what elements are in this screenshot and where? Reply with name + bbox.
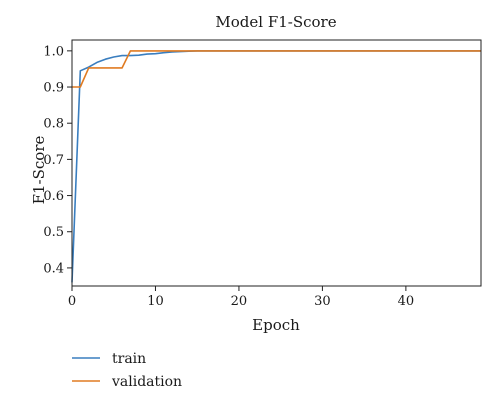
y-tick-label: 0.5: [43, 225, 64, 240]
plot-area: 0 10 20 30 40 0.4 0.5 0.6 0.7 0.8 0.9 1.0: [43, 39, 482, 309]
series-line-train: [71, 50, 481, 283]
x-tick-label: 0: [68, 294, 76, 309]
legend: train validation: [72, 351, 182, 390]
legend-label-validation: validation: [111, 374, 182, 390]
chart-title: Model F1-Score: [215, 13, 336, 31]
y-tick-label: 0.8: [43, 117, 64, 132]
legend-label-train: train: [112, 351, 146, 367]
series-line-validation: [72, 50, 481, 88]
y-tick-label: 0.9: [43, 81, 64, 96]
plot-frame: [71, 39, 482, 287]
y-tick-label: 0.6: [43, 189, 64, 204]
y-tick-label: 0.4: [43, 261, 64, 276]
x-tick-label: 10: [147, 294, 164, 309]
x-tick-label: 40: [398, 294, 415, 309]
x-tick-label: 20: [231, 294, 248, 309]
y-axis-title: F1-Score: [30, 135, 48, 204]
x-axis-title: Epoch: [252, 316, 300, 334]
y-tick-label: 0.7: [43, 153, 64, 168]
x-tick-label: 30: [314, 294, 331, 309]
y-tick-label: 1.0: [43, 44, 64, 59]
